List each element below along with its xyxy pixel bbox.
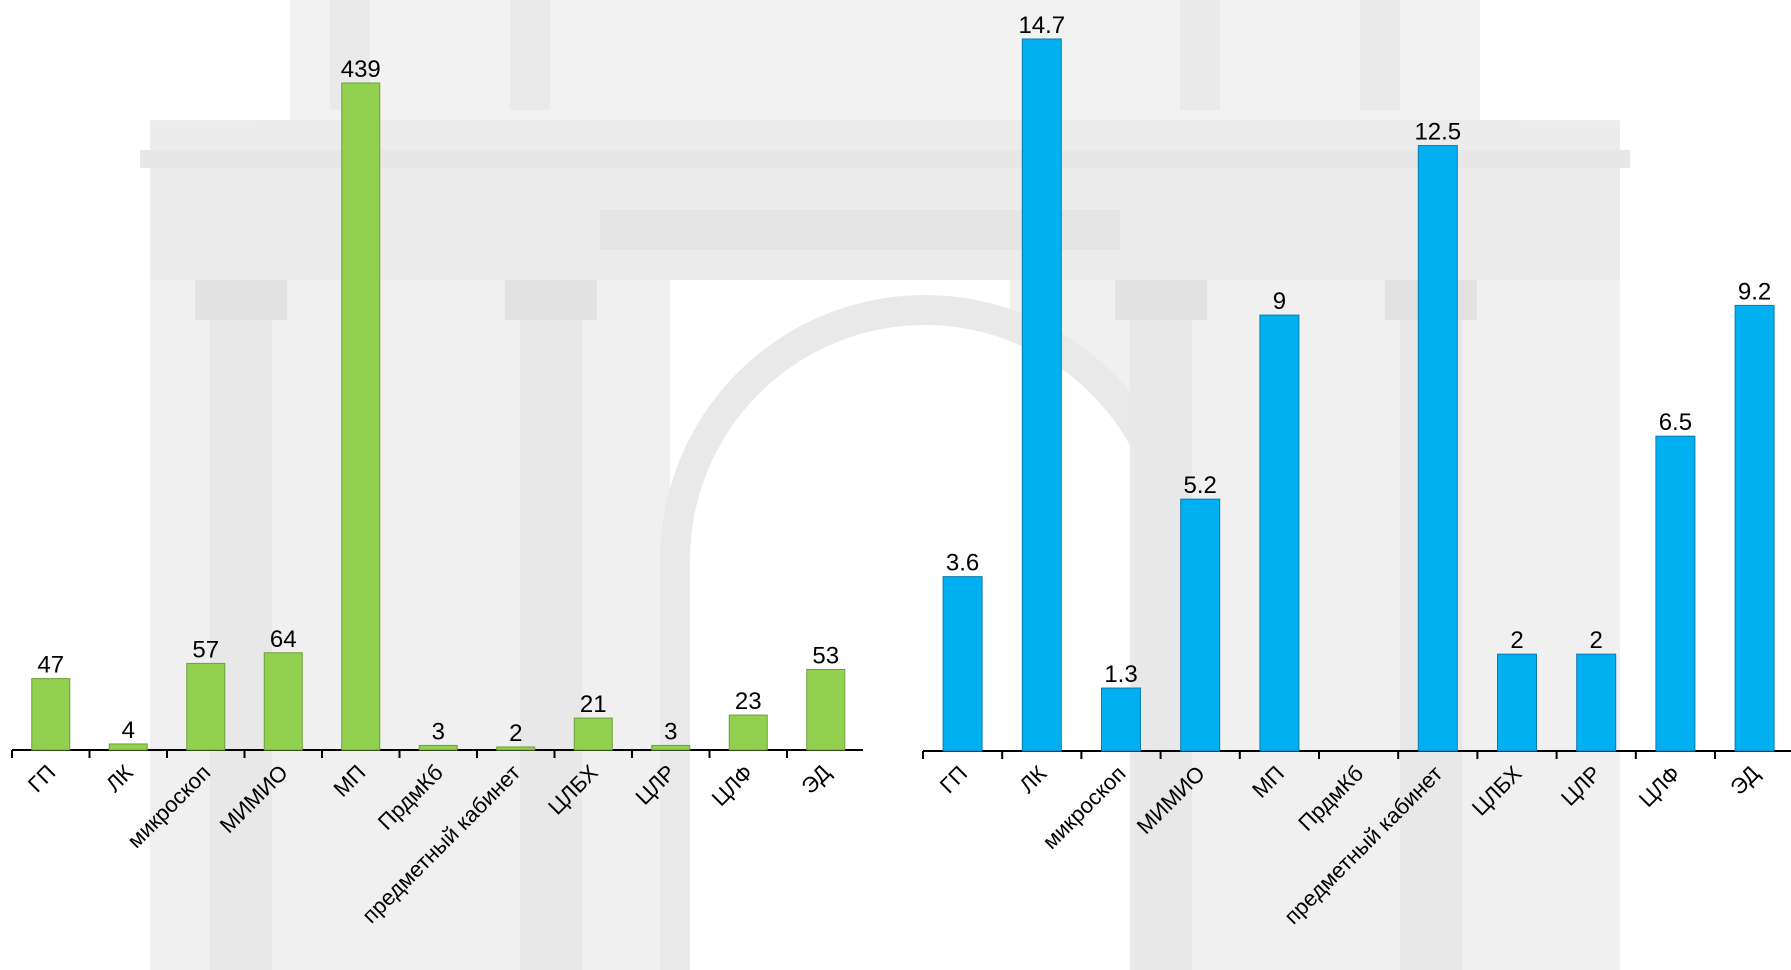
x-tick-label: ГП (23, 760, 60, 797)
bar (943, 577, 982, 751)
x-tick-label: ЦЛР (1556, 761, 1606, 811)
bar (419, 745, 457, 750)
x-tick-label: предметный кабинет (1279, 761, 1447, 929)
x-tick-label: ПрдмКб (373, 760, 448, 835)
x-tick-label: ЦЛФ (1634, 761, 1685, 812)
data-label: 4 (122, 717, 135, 744)
data-label: 2 (1510, 627, 1523, 654)
bar (1577, 654, 1616, 751)
bar (1181, 499, 1220, 751)
left-chart: 47 ГП 4 ЛК 57 микроскоп 64 МИМИО 439 МП 3 ПрдмКб 2 пр… (12, 56, 863, 928)
data-label: 5.2 (1184, 472, 1217, 499)
bar (1656, 436, 1695, 751)
x-tick-label: микроскоп (122, 760, 215, 853)
data-label: 2 (1590, 627, 1603, 654)
bar (32, 679, 70, 750)
bar (729, 715, 767, 750)
x-tick-label: предметный кабинет (357, 760, 525, 928)
bar (574, 718, 612, 750)
x-tick-label: ЦЛБХ (1467, 761, 1527, 821)
x-tick-label: ПрдмКб (1293, 761, 1368, 836)
x-tick-label: МП (1247, 761, 1289, 803)
right-chart: 3.6 ГП 14.7 ЛК 1.3 микроскоп 5.2 МИМИО 9 МП ПрдмКб… (923, 12, 1791, 929)
data-label: 439 (341, 56, 381, 83)
data-label: 9 (1273, 288, 1286, 315)
x-tick-label: МП (328, 760, 370, 802)
bar (1260, 315, 1299, 751)
x-tick-label: МИМИО (215, 760, 293, 838)
data-label: 21 (580, 691, 607, 718)
bar (1735, 305, 1774, 751)
bar (264, 653, 302, 750)
data-label: 3 (664, 718, 677, 745)
data-label: 57 (192, 636, 219, 663)
x-tick-label: ЦЛФ (707, 760, 758, 811)
data-label: 3.6 (946, 550, 979, 577)
bar (652, 745, 690, 750)
x-tick-label: ЭД (796, 760, 835, 799)
x-tick-label: ЛК (101, 760, 138, 797)
data-label: 23 (735, 688, 762, 715)
bar (1498, 654, 1537, 751)
data-label: 14.7 (1018, 12, 1065, 39)
data-label: 47 (37, 652, 64, 679)
x-tick-label: микроскоп (1038, 761, 1131, 854)
data-label: 1.3 (1104, 661, 1137, 688)
x-tick-label: МИМИО (1132, 761, 1210, 839)
x-tick-label: ГП (935, 761, 972, 798)
bar (1418, 146, 1457, 751)
bar (1102, 688, 1141, 751)
data-label: 2 (509, 720, 522, 747)
bar (497, 747, 535, 750)
data-label: 12.5 (1414, 119, 1461, 146)
data-label: 9.2 (1738, 278, 1771, 305)
data-label: 6.5 (1659, 409, 1692, 436)
x-tick-label: ЭД (1725, 761, 1764, 800)
data-label: 64 (270, 626, 297, 653)
data-label: 3 (432, 718, 445, 745)
bar (1022, 39, 1061, 751)
x-tick-label: ЦЛР (631, 760, 681, 810)
x-tick-label: ЛК (1014, 761, 1051, 798)
data-label: 53 (812, 642, 839, 669)
bar (109, 744, 147, 750)
bar (807, 669, 845, 750)
bar (187, 663, 225, 750)
x-tick-label: ЦЛБХ (543, 760, 603, 820)
bar (342, 83, 380, 750)
